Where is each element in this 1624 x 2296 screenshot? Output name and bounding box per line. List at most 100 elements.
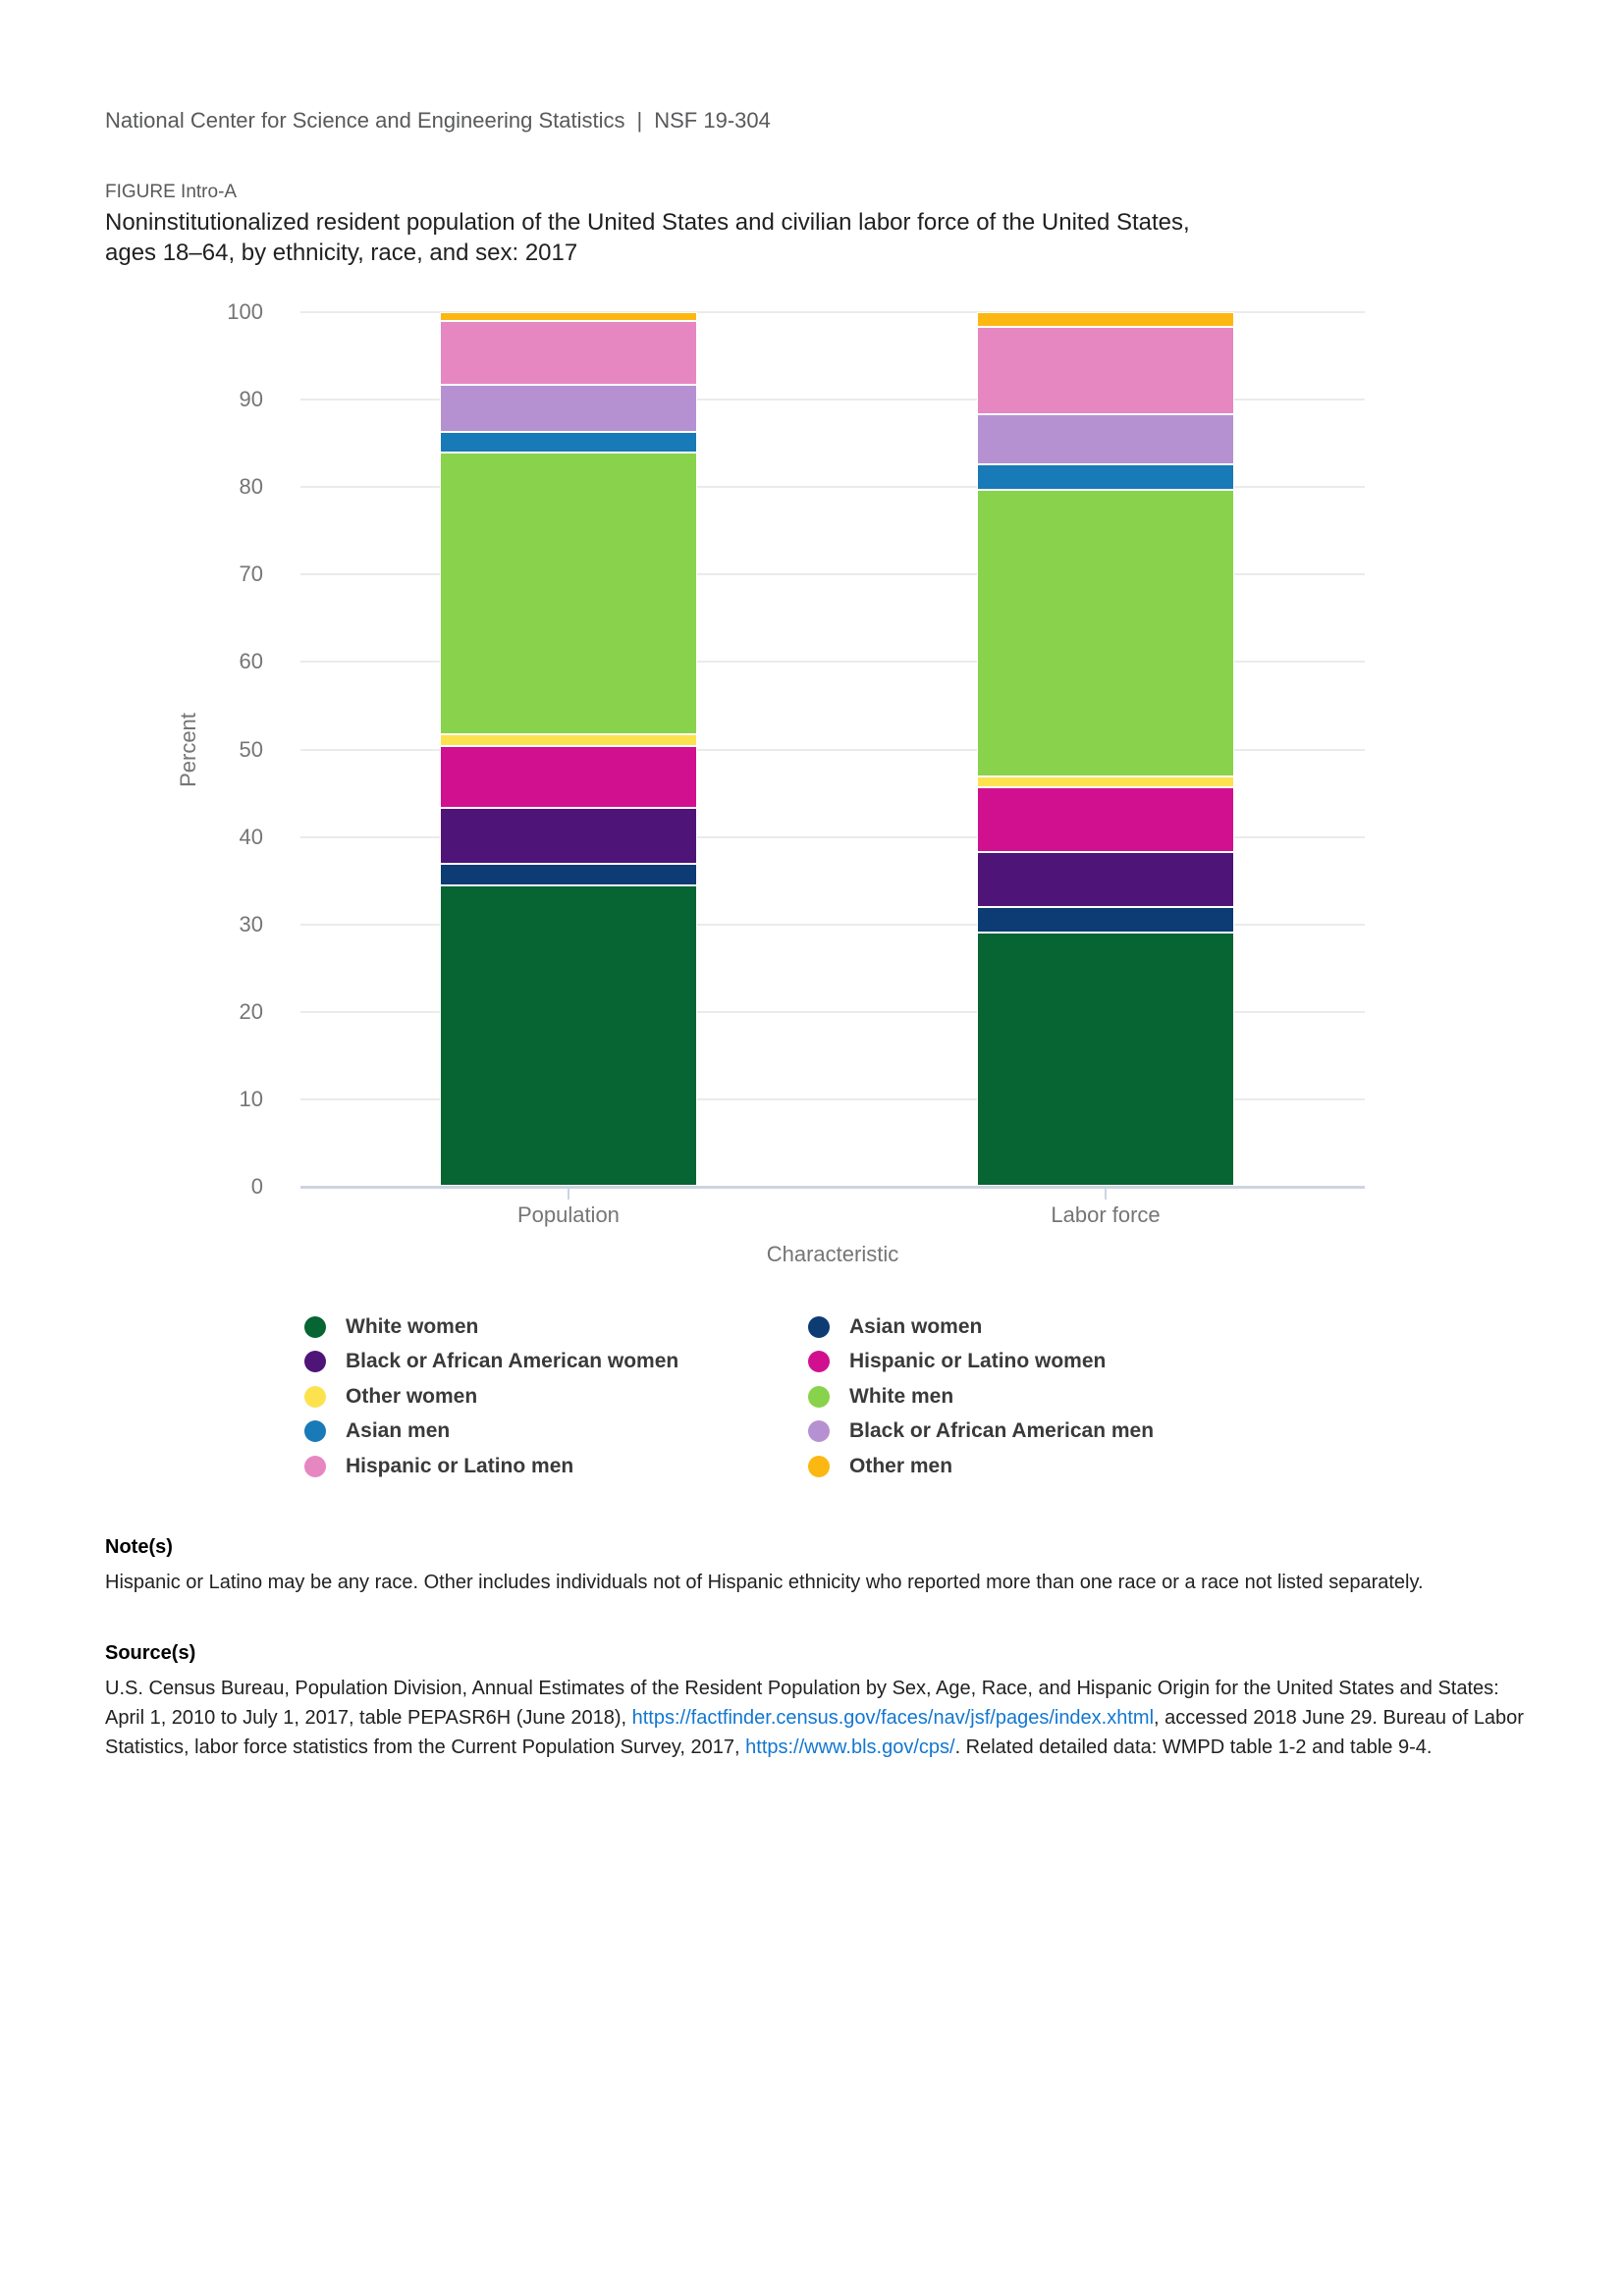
gridline-10 (300, 1097, 1365, 1100)
legend-label-white-men: White men (849, 1384, 954, 1408)
source-text-segment: , accessed 2018 June 29. Bureau of Labor… (105, 1707, 1524, 1758)
header-separator: | (636, 108, 643, 133)
legend-marker-other-women (304, 1385, 326, 1408)
y-tick-label-60: 60 (239, 649, 263, 674)
chart-plot-area: Percent Characteristic 0 10 20 30 40 50 60 70 80… (176, 300, 1365, 1266)
notes-heading: Note(s) (105, 1536, 173, 1558)
gridline-80 (300, 486, 1365, 489)
stacked-bar-population (439, 312, 697, 1186)
document-header: National Center for Science and Engineer… (105, 108, 771, 133)
bar-segment-labor-force-asian-men (977, 463, 1235, 490)
gridline-30 (300, 923, 1365, 926)
bar-segment-labor-force-black-or-african-american-men (977, 414, 1235, 464)
bar-segment-labor-force-white-women (977, 932, 1235, 1186)
legend-label-hispanic-or-latino-women: Hispanic or Latino women (849, 1350, 1107, 1373)
bar-segment-population-black-or-african-american-women (439, 807, 697, 864)
x-axis-title: Characteristic (766, 1242, 899, 1266)
bar-segment-labor-force-hispanic-or-latino-men (977, 327, 1235, 415)
legend-marker-hispanic-or-latino-men (304, 1455, 326, 1477)
y-tick-label-20: 20 (239, 998, 263, 1024)
legend-item-white-women: White women (304, 1315, 808, 1339)
gridline-50 (300, 748, 1365, 751)
legend-item-other-men: Other men (808, 1455, 1154, 1478)
source-text-segment: U.S. Census Bureau, Population Division,… (105, 1678, 1499, 1729)
legend-item-white-men: White men (808, 1385, 1154, 1409)
gridline-90 (300, 399, 1365, 401)
bar-segment-population-other-men (439, 312, 697, 321)
bar-segment-labor-force-other-men (977, 312, 1235, 328)
legend-marker-black-or-african-american-men (808, 1420, 830, 1443)
bar-segment-population-hispanic-or-latino-women (439, 746, 697, 808)
legend-label-hispanic-or-latino-men: Hispanic or Latino men (346, 1454, 574, 1477)
legend-marker-other-men (808, 1455, 830, 1477)
source-link[interactable]: https://www.bls.gov/cps/ (745, 1736, 955, 1758)
sources-heading: Source(s) (105, 1642, 196, 1664)
figure-title-line2: ages 18–64, by ethnicity, race, and sex:… (105, 240, 578, 266)
figure-title: Noninstitutionalized resident population… (105, 207, 1539, 268)
source-text-segment: . Related detailed data: WMPD table 1-2 … (954, 1736, 1433, 1758)
legend-label-asian-men: Asian men (346, 1419, 451, 1443)
legend-marker-white-women (304, 1315, 326, 1338)
sources-section: Source(s) U.S. Census Bureau, Population… (105, 1642, 1527, 1762)
legend-item-asian-men: Asian men (304, 1419, 808, 1443)
source-link[interactable]: https://factfinder.census.gov/faces/nav/… (631, 1707, 1155, 1729)
bar-segment-population-hispanic-or-latino-men (439, 320, 697, 385)
figure-label: FIGURE Intro-A (105, 182, 238, 202)
legend-item-hispanic-or-latino-women: Hispanic or Latino women (808, 1350, 1154, 1373)
x-tick-mark-labor-force (1105, 1187, 1108, 1200)
y-tick-label-10: 10 (239, 1086, 263, 1111)
bar-segment-labor-force-other-women (977, 775, 1235, 788)
bar-segment-population-white-men (439, 453, 697, 734)
y-tick-label-0: 0 (250, 1174, 263, 1199)
bar-segment-population-white-women (439, 884, 697, 1186)
y-tick-label-30: 30 (239, 911, 263, 936)
y-tick-label-80: 80 (239, 474, 263, 500)
bar-segment-labor-force-white-men (977, 489, 1235, 776)
legend-item-asian-women: Asian women (808, 1315, 1154, 1339)
sources-text: U.S. Census Bureau, Population Division,… (105, 1674, 1527, 1762)
legend-label-white-women: White women (346, 1314, 479, 1338)
chart-legend: White women Asian women Black or African A… (304, 1309, 1154, 1484)
legend-item-black-or-african-american-women: Black or African American women (304, 1350, 808, 1373)
x-tick-mark-population (567, 1187, 569, 1200)
bar-segment-population-black-or-african-american-men (439, 384, 697, 432)
report-number: NSF 19-304 (654, 108, 771, 133)
gridline-40 (300, 835, 1365, 838)
legend-label-black-or-african-american-women: Black or African American women (346, 1350, 679, 1373)
gridline-70 (300, 573, 1365, 576)
x-axis-line (300, 1186, 1365, 1189)
legend-item-hispanic-or-latino-men: Hispanic or Latino men (304, 1455, 808, 1478)
legend-label-black-or-african-american-men: Black or African American men (849, 1419, 1155, 1443)
y-tick-label-100: 100 (227, 299, 263, 324)
bar-segment-population-asian-women (439, 863, 697, 885)
y-axis-title: Percent (176, 712, 200, 787)
legend-marker-black-or-african-american-women (304, 1351, 326, 1373)
gridline-20 (300, 1010, 1365, 1013)
figure-title-line1: Noninstitutionalized resident population… (105, 209, 1190, 236)
notes-text: Hispanic or Latino may be any race. Othe… (105, 1572, 1424, 1593)
notes-section: Note(s) Hispanic or Latino may be any ra… (105, 1536, 1527, 1597)
x-tick-label-labor-force: Labor force (1051, 1202, 1161, 1227)
gridline-100 (300, 311, 1365, 313)
legend-marker-white-men (808, 1385, 830, 1408)
organization-name: National Center for Science and Engineer… (105, 108, 625, 133)
y-tick-label-40: 40 (239, 824, 263, 849)
legend-marker-asian-men (304, 1420, 326, 1443)
stacked-bar-labor-force (977, 312, 1235, 1186)
legend-label-other-men: Other men (849, 1454, 953, 1477)
bar-segment-labor-force-black-or-african-american-women (977, 852, 1235, 908)
x-tick-label-population: Population (516, 1202, 620, 1227)
gridline-60 (300, 661, 1365, 664)
bar-segment-population-other-women (439, 733, 697, 747)
y-tick-label-90: 90 (239, 387, 263, 412)
legend-marker-asian-women (808, 1315, 830, 1338)
legend-label-other-women: Other women (346, 1384, 478, 1408)
legend-label-asian-women: Asian women (849, 1314, 983, 1338)
bar-segment-labor-force-hispanic-or-latino-women (977, 787, 1235, 853)
bar-segment-population-asian-men (439, 431, 697, 454)
y-tick-label-50: 50 (239, 736, 263, 762)
legend-item-other-women: Other women (304, 1385, 808, 1409)
legend-marker-hispanic-or-latino-women (808, 1351, 830, 1373)
bar-segment-labor-force-asian-women (977, 907, 1235, 933)
